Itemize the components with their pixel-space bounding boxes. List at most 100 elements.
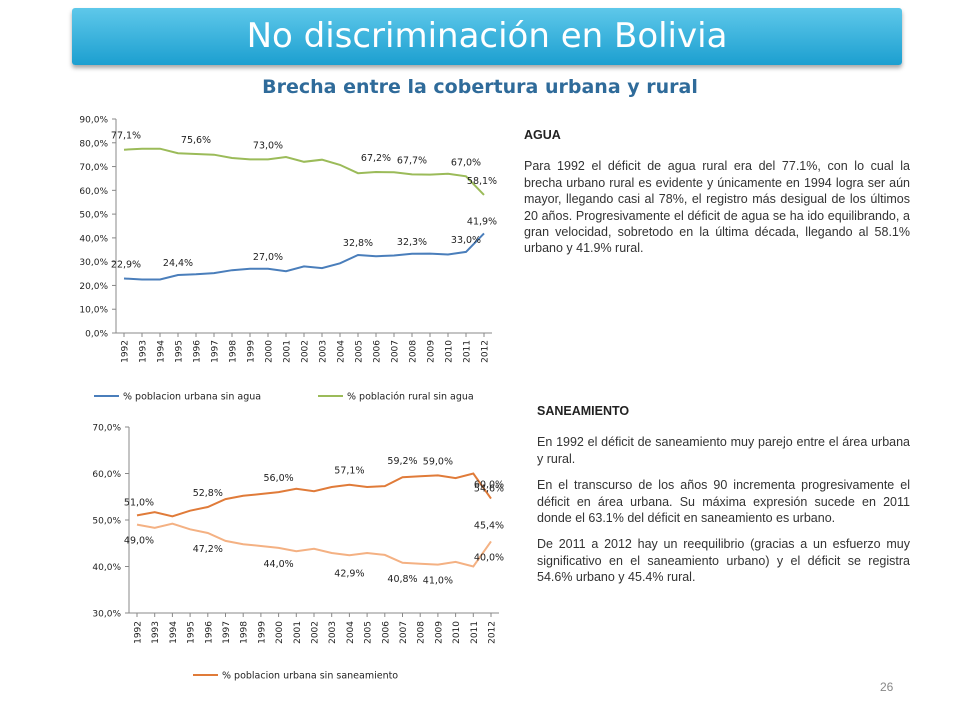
- series-line: [123, 147, 485, 196]
- y-tick-label: 70,0%: [92, 424, 121, 434]
- data-label: 27,0%: [253, 252, 283, 263]
- x-tick-label: 1999: [257, 621, 267, 644]
- y-tick-label: 70,0%: [79, 163, 108, 173]
- saneamiento-heading: SANEAMIENTO: [537, 404, 630, 418]
- x-tick-label: 1993: [151, 621, 161, 644]
- y-tick-label: 40,0%: [79, 234, 108, 244]
- data-label: 54,6%: [474, 484, 504, 495]
- data-label: 49,0%: [124, 536, 154, 547]
- y-tick-label: 50,0%: [92, 517, 121, 527]
- x-tick-label: 2002: [301, 340, 311, 363]
- x-tick-label: 2012: [481, 340, 491, 363]
- y-tick-label: 0,0%: [85, 330, 108, 340]
- data-label: 47,2%: [193, 544, 223, 555]
- x-tick-label: 2008: [409, 340, 419, 363]
- data-label: 42,9%: [334, 568, 364, 579]
- x-tick-label: 1992: [134, 621, 144, 644]
- x-tick-label: 1996: [204, 621, 214, 644]
- data-label: 41,0%: [423, 576, 453, 587]
- data-label: 40,8%: [387, 574, 417, 585]
- chart-2: 30,0% 40,0% 50,0% 60,0% 70,0% 1992 1993 1994 199…: [92, 424, 504, 682]
- y-tick-label: 30,0%: [92, 610, 121, 620]
- x-tick-label: 1996: [193, 340, 203, 363]
- saneamiento-paragraph-1: En 1992 el déficit de saneamiento muy pa…: [537, 435, 910, 466]
- series-line: [136, 522, 492, 568]
- x-tick-label: 2011: [463, 340, 473, 363]
- x-tick-label: 2009: [434, 621, 444, 644]
- y-tick-label: 10,0%: [79, 306, 108, 316]
- x-tick-label: 1998: [229, 340, 239, 363]
- data-label: 40,0%: [474, 552, 504, 563]
- y-tick-label: 90,0%: [79, 116, 108, 126]
- data-label: 52,8%: [193, 488, 223, 499]
- x-tick-label: 1995: [187, 621, 197, 644]
- x-tick-label: 2001: [293, 621, 303, 644]
- x-tick-label: 1997: [222, 621, 232, 644]
- page-number: 26: [880, 680, 894, 694]
- x-tick-label: 1995: [175, 340, 185, 363]
- y-tick-label: 60,0%: [92, 470, 121, 480]
- x-tick-label: 2006: [373, 340, 383, 363]
- y-tick-label: 50,0%: [79, 211, 108, 221]
- data-label: 77,1%: [111, 131, 141, 142]
- x-tick-label: 2005: [355, 340, 365, 363]
- data-label: 41,9%: [467, 216, 497, 227]
- x-tick-label: 2004: [337, 340, 347, 363]
- data-label: 56,0%: [264, 473, 294, 484]
- data-label: 32,8%: [343, 238, 373, 249]
- data-label: 73,0%: [253, 140, 283, 151]
- x-tick-label: 1994: [169, 621, 179, 644]
- x-tick-label: 1993: [139, 340, 149, 363]
- data-label: 24,4%: [163, 258, 193, 269]
- y-tick-label: 30,0%: [79, 258, 108, 268]
- data-label: 60,0%: [474, 480, 504, 491]
- x-tick-label: 2000: [275, 621, 285, 644]
- y-tick-label: 40,0%: [92, 563, 121, 573]
- x-tick-label: 2010: [452, 621, 462, 644]
- data-label: 67,2%: [361, 153, 391, 164]
- series-line: [123, 232, 485, 281]
- x-tick-label: 2012: [488, 621, 498, 644]
- data-label: 32,3%: [397, 237, 427, 248]
- x-tick-label: 2006: [381, 621, 391, 644]
- x-tick-label: 2007: [391, 340, 401, 363]
- x-tick-label: 2010: [445, 340, 455, 363]
- x-tick-label: 2009: [427, 340, 437, 363]
- legend-label: % población rural sin agua: [347, 392, 474, 403]
- y-tick-label: 20,0%: [79, 282, 108, 292]
- data-label: 67,0%: [451, 157, 481, 168]
- saneamiento-paragraph-2: En el transcurso de los años 90 incremen…: [537, 478, 910, 526]
- data-label: 59,0%: [423, 456, 453, 467]
- agua-text-block: AGUA Para 1992 el déficit de agua rural …: [524, 127, 910, 267]
- x-tick-label: 1999: [247, 340, 257, 363]
- data-label: 59,2%: [387, 456, 417, 467]
- data-label: 58,1%: [467, 176, 497, 187]
- y-tick-label: 60,0%: [79, 187, 108, 197]
- data-label: 75,6%: [181, 135, 211, 146]
- page-title: No discriminación en Bolivia: [72, 8, 902, 65]
- x-tick-label: 2007: [399, 621, 409, 644]
- data-label: 44,0%: [264, 559, 294, 570]
- legend-label: % poblacion urbana sin agua: [123, 392, 261, 403]
- chart-1: 0,0% 10,0% 20,0% 30,0% 40,0% 50,0% 60,0% 70,0% 8…: [79, 116, 497, 403]
- agua-heading: AGUA: [524, 128, 561, 142]
- legend-label: % poblacion urbana sin saneamiento: [222, 671, 398, 682]
- data-label: 33,0%: [451, 235, 481, 246]
- data-label: 51,0%: [124, 497, 154, 508]
- x-tick-label: 2008: [417, 621, 427, 644]
- x-tick-label: 1998: [240, 621, 250, 644]
- x-tick-label: 2000: [265, 340, 275, 363]
- x-tick-label: 2001: [283, 340, 293, 363]
- data-label: 22,9%: [111, 260, 141, 271]
- x-tick-label: 2002: [311, 621, 321, 644]
- x-tick-label: 2011: [470, 621, 480, 644]
- y-tick-label: 80,0%: [79, 139, 108, 149]
- data-label: 57,1%: [334, 466, 364, 477]
- page-subtitle: Brecha entre la cobertura urbana y rural: [262, 76, 698, 98]
- saneamiento-text-block: SANEAMIENTO En 1992 el déficit de saneam…: [537, 403, 910, 596]
- data-label: 67,7%: [397, 155, 427, 166]
- agua-paragraph: Para 1992 el déficit de agua rural era d…: [524, 159, 910, 256]
- x-tick-label: 2005: [364, 621, 374, 644]
- data-label: 45,4%: [474, 520, 504, 531]
